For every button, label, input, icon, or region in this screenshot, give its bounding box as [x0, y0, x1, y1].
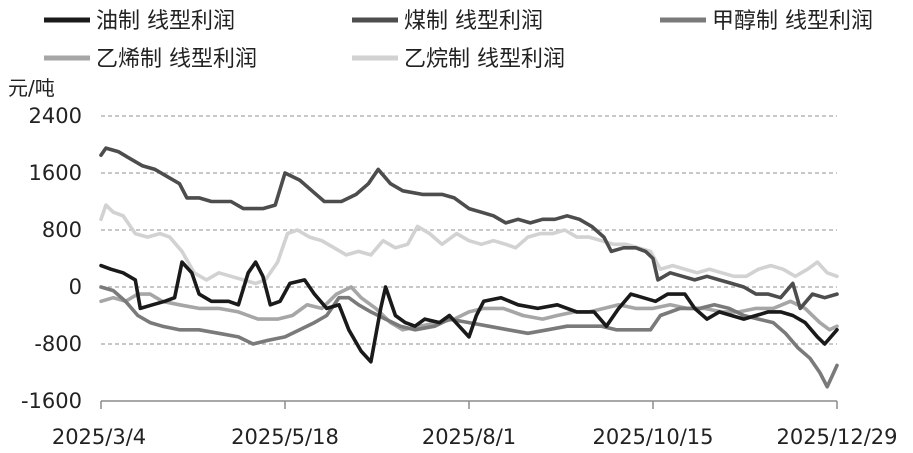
y-tick-label: -1600 — [21, 389, 82, 413]
series-lines — [99, 146, 839, 389]
y-axis-ticks: 2400 1600 800 0 -800 -1600 — [21, 104, 82, 413]
y-axis-unit-label: 元/吨 — [8, 76, 55, 100]
x-axis: 2025/3/4 2025/5/18 2025/8/1 2025/10/15 2025/… — [52, 400, 898, 449]
legend-label: 油制 线型利润 — [96, 9, 235, 34]
x-tick-label: 2025/10/15 — [592, 425, 713, 449]
legend-label: 乙烷制 线型利润 — [404, 47, 565, 72]
y-tick-label: 1600 — [29, 161, 82, 185]
x-tick-label: 2025/5/18 — [231, 425, 339, 449]
series-line-2 — [99, 146, 839, 311]
x-tick-label: 2025/3/4 — [52, 425, 146, 449]
gridlines — [101, 115, 837, 345]
series-line-5 — [99, 203, 839, 286]
legend-label: 乙烯制 线型利润 — [96, 47, 257, 72]
legend-label: 煤制 线型利润 — [404, 9, 543, 34]
series-line-1 — [99, 260, 839, 364]
x-tick-label: 2025/8/1 — [422, 425, 516, 449]
x-tick-label: 2025/12/29 — [776, 425, 897, 449]
y-tick-label: 0 — [69, 275, 82, 299]
y-tick-label: -800 — [34, 332, 82, 356]
y-tick-label: 2400 — [29, 104, 82, 128]
y-tick-label: 800 — [42, 218, 82, 242]
legend-label: 甲醇制 线型利润 — [712, 9, 873, 34]
